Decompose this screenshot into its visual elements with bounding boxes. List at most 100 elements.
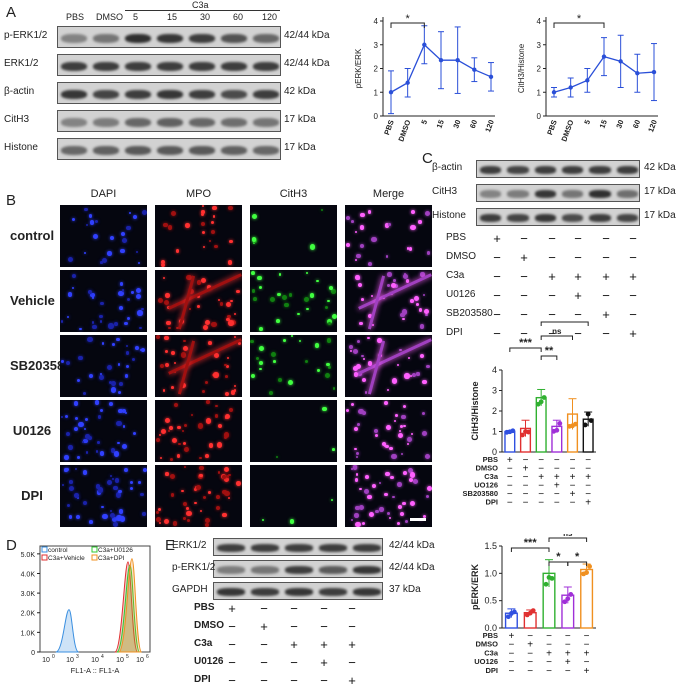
cell-dot — [125, 412, 128, 415]
cell-dot — [211, 230, 216, 235]
chart-perk-bars: 0.00.51.01.5pERK/ERK***ns**PBS+−−−−DMSO−… — [470, 534, 596, 677]
cell-dot — [69, 480, 73, 484]
cell-dot — [125, 225, 131, 231]
cell-dot — [83, 438, 88, 443]
cell-dot — [101, 505, 104, 509]
significance-bracket — [540, 321, 589, 326]
panel-letter-a: A — [6, 4, 17, 21]
cell-dot — [76, 515, 81, 520]
treatment-sign: − — [527, 666, 533, 677]
cell-dot — [118, 509, 124, 514]
cell-dot — [77, 497, 80, 500]
cell-dot — [118, 305, 123, 310]
cell-dot — [83, 427, 87, 431]
micrograph — [60, 400, 147, 462]
cell-dot — [214, 414, 219, 418]
cell-dot — [410, 299, 415, 303]
cell-dot — [202, 495, 207, 500]
treatment-sign: − — [290, 619, 298, 634]
cell-dot — [183, 339, 186, 343]
blot-band — [221, 33, 247, 43]
blot-size-label: 42/44 kDa — [389, 540, 435, 551]
y-tick-label: 1.0K — [21, 630, 36, 637]
cell-dot — [401, 452, 404, 455]
cell-dot — [74, 467, 78, 471]
cell-dot — [359, 487, 362, 491]
cell-dot — [110, 509, 113, 512]
cell-dot — [387, 389, 390, 392]
blot-band — [507, 190, 529, 198]
cell-dot — [99, 320, 103, 324]
cell-dot — [327, 321, 332, 325]
cell-dot — [252, 242, 255, 245]
micrograph — [250, 270, 337, 332]
data-point — [438, 57, 444, 63]
cell-dot — [112, 343, 115, 347]
cell-dot — [370, 295, 374, 298]
cell-dot — [250, 373, 255, 378]
blot-band — [251, 544, 279, 552]
cell-dot — [325, 305, 329, 309]
cell-dot — [348, 344, 354, 349]
cell-dot — [117, 489, 122, 494]
treatment-sign: + — [585, 472, 591, 483]
cell-dot — [406, 443, 409, 446]
cell-dot — [128, 211, 132, 215]
cell-dot — [83, 207, 88, 212]
significance-label: ns — [552, 327, 562, 336]
data-point — [526, 429, 531, 435]
cell-dot — [397, 482, 402, 487]
cell-dot — [422, 411, 426, 415]
cell-dot — [118, 391, 122, 394]
blot-band — [285, 588, 313, 596]
blot-band — [534, 214, 556, 222]
micrograph — [155, 400, 242, 462]
blot-band — [353, 544, 381, 552]
treatment-sign: − — [260, 637, 268, 652]
cell-dot — [94, 219, 99, 224]
cell-dot — [164, 335, 169, 341]
blot-size-label: 42 kDa — [284, 86, 316, 97]
cell-dot — [110, 448, 116, 453]
cell-dot — [352, 465, 357, 470]
cell-dot — [142, 467, 147, 472]
cell-dot — [414, 296, 420, 301]
cell-dot — [127, 316, 131, 320]
cell-dot — [384, 401, 388, 406]
cell-dot — [88, 289, 92, 294]
cell-dot — [69, 515, 73, 519]
cell-dot — [354, 447, 357, 450]
treatment-sign: + — [565, 657, 571, 668]
blot-band — [157, 89, 183, 99]
treatment-sign: − — [585, 489, 591, 500]
treatment-sign: − — [520, 288, 528, 303]
cell-dot — [171, 385, 175, 389]
treatment-sign: − — [584, 657, 590, 668]
cell-dot — [113, 522, 119, 527]
cell-dot — [410, 433, 414, 436]
blot-band — [125, 89, 151, 99]
cell-dot — [269, 296, 275, 303]
treatment-sign: − — [320, 619, 328, 634]
treatment-sign: + — [602, 269, 610, 284]
cell-dot — [116, 337, 120, 342]
cell-dot — [269, 391, 274, 396]
cell-dot — [297, 312, 301, 316]
cell-dot — [371, 236, 377, 243]
cell-dot — [354, 231, 357, 234]
cell-dot — [83, 500, 88, 505]
cell-dot — [278, 272, 282, 276]
x-tick-label: 15 — [435, 119, 446, 130]
blot-size-label: 17 kDa — [284, 114, 316, 125]
treatment-sign: + — [520, 250, 528, 265]
cell-dot — [230, 390, 236, 396]
cell-dot — [396, 521, 400, 525]
cell-dot — [216, 442, 223, 448]
blot-band — [589, 166, 611, 174]
cell-dot — [291, 335, 294, 338]
cell-dot — [375, 433, 379, 437]
cell-dot — [359, 505, 365, 511]
cell-dot — [205, 418, 211, 424]
treatment-label: DMSO — [194, 620, 224, 631]
treatment-sign: + — [585, 498, 591, 509]
